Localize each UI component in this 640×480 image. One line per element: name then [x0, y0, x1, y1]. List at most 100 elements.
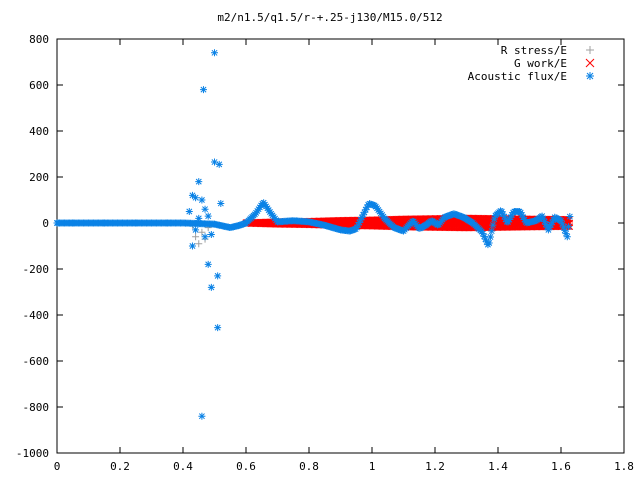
data-point	[198, 196, 206, 204]
data-point	[185, 208, 193, 215]
x-tick-label: 0	[54, 460, 61, 473]
data-point	[541, 218, 549, 226]
data-point	[586, 72, 594, 80]
data-point	[357, 216, 365, 224]
data-point	[195, 178, 203, 186]
data-point	[207, 231, 215, 238]
data-point	[201, 205, 209, 213]
data-point	[195, 214, 203, 222]
data-point	[546, 223, 554, 231]
data-point	[148, 219, 155, 227]
data-point	[566, 219, 574, 227]
y-tick-label: 400	[29, 125, 49, 138]
data-point	[481, 235, 489, 243]
data-point	[562, 230, 570, 238]
data-point	[557, 217, 565, 225]
data-point	[201, 233, 209, 241]
data-point	[163, 219, 171, 227]
data-point	[485, 239, 493, 247]
x-tick-label: 1.4	[488, 460, 508, 473]
x-tick-label: 0.4	[173, 460, 193, 473]
x-tick-label: 0.8	[299, 460, 319, 473]
data-point	[479, 230, 487, 238]
data-point	[566, 213, 574, 221]
data-point	[355, 218, 363, 226]
y-tick-label: -600	[23, 355, 50, 368]
plot-border	[56, 38, 625, 454]
legend-label: Acoustic flux/E	[468, 70, 567, 83]
data-point	[563, 233, 571, 241]
data-point	[518, 211, 526, 219]
data-point	[486, 233, 494, 241]
data-point	[505, 216, 513, 224]
y-tick-label: 0	[42, 217, 49, 230]
series-layer	[53, 49, 574, 420]
y-tick-label: -1000	[16, 447, 49, 460]
data-point	[478, 228, 486, 236]
data-point	[560, 223, 568, 231]
data-point	[480, 232, 488, 240]
data-point	[542, 220, 550, 228]
legend-label: G work/E	[514, 57, 567, 70]
data-point	[498, 208, 506, 216]
legend-label: R stress/E	[501, 44, 567, 57]
data-point	[520, 216, 528, 224]
data-point	[204, 212, 212, 220]
data-point	[198, 228, 206, 236]
y-tick-label: -800	[23, 401, 50, 414]
y-tick-label: -200	[23, 263, 50, 276]
data-point	[490, 215, 498, 223]
data-point	[362, 206, 370, 214]
data-point	[585, 58, 595, 68]
data-point	[132, 219, 140, 227]
x-tick-label: 1.2	[425, 460, 445, 473]
data-point	[544, 226, 552, 234]
data-point	[198, 412, 206, 420]
data-point	[539, 215, 547, 223]
data-point	[489, 221, 497, 229]
data-point	[363, 203, 371, 211]
data-point	[499, 210, 507, 218]
data-point	[192, 233, 200, 241]
data-point	[565, 223, 573, 231]
data-point	[207, 283, 215, 291]
data-point	[354, 221, 362, 229]
data-point	[561, 226, 569, 234]
chart-title: m2/n1.5/q1.5/r-+.25-j130/M15.0/512	[217, 11, 442, 24]
data-point	[211, 49, 218, 57]
data-point	[353, 223, 361, 231]
data-point	[214, 324, 222, 332]
data-point	[519, 213, 527, 221]
data-point	[538, 212, 546, 220]
data-point	[586, 46, 594, 54]
data-point	[204, 260, 212, 268]
data-point	[548, 218, 556, 226]
y-axis: -1000 -800 -600 -400 -200 0 200 400 600 800	[16, 33, 624, 460]
data-point	[508, 211, 516, 219]
data-point	[179, 219, 187, 227]
data-point	[488, 227, 496, 235]
data-point	[358, 213, 366, 221]
data-point	[504, 218, 512, 226]
data-point	[188, 191, 196, 199]
data-point	[195, 240, 203, 248]
data-point	[360, 208, 368, 216]
data-point	[500, 213, 508, 221]
series-acoustic-flux-e	[53, 49, 574, 420]
data-point	[483, 238, 491, 246]
data-point	[116, 219, 124, 227]
data-point	[217, 199, 225, 207]
x-tick-label: 1.6	[551, 460, 571, 473]
y-tick-label: 800	[29, 33, 49, 46]
data-point	[211, 158, 218, 166]
x-tick-label: 1	[369, 460, 376, 473]
data-point	[199, 86, 207, 94]
data-point	[53, 219, 61, 227]
data-point	[100, 219, 108, 227]
data-point	[214, 272, 222, 280]
data-point	[192, 194, 200, 202]
data-point	[517, 209, 525, 217]
data-point	[69, 219, 77, 227]
